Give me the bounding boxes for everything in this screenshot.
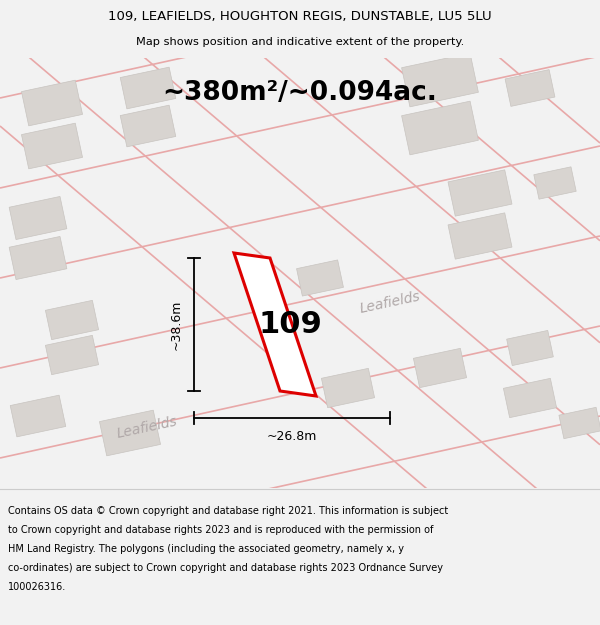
Text: Leafields: Leafields <box>358 290 421 316</box>
Polygon shape <box>448 213 512 259</box>
Text: to Crown copyright and database rights 2023 and is reproduced with the permissio: to Crown copyright and database rights 2… <box>8 525 433 535</box>
Text: HM Land Registry. The polygons (including the associated geometry, namely x, y: HM Land Registry. The polygons (includin… <box>8 544 404 554</box>
Polygon shape <box>413 348 467 388</box>
Polygon shape <box>559 408 600 439</box>
Polygon shape <box>534 167 576 199</box>
Polygon shape <box>448 170 512 216</box>
Polygon shape <box>22 123 83 169</box>
Polygon shape <box>401 53 478 107</box>
Polygon shape <box>505 69 555 106</box>
Text: ~26.8m: ~26.8m <box>267 429 317 442</box>
Text: ~38.6m: ~38.6m <box>170 299 182 350</box>
Text: Leafields: Leafields <box>115 415 178 441</box>
Text: Contains OS data © Crown copyright and database right 2021. This information is : Contains OS data © Crown copyright and d… <box>8 506 448 516</box>
Text: 109, LEAFIELDS, HOUGHTON REGIS, DUNSTABLE, LU5 5LU: 109, LEAFIELDS, HOUGHTON REGIS, DUNSTABL… <box>108 10 492 22</box>
Text: ~380m²/~0.094ac.: ~380m²/~0.094ac. <box>163 80 437 106</box>
Polygon shape <box>9 236 67 279</box>
Polygon shape <box>234 253 316 396</box>
Text: 109: 109 <box>258 310 322 339</box>
Text: co-ordinates) are subject to Crown copyright and database rights 2023 Ordnance S: co-ordinates) are subject to Crown copyr… <box>8 563 443 573</box>
Polygon shape <box>503 378 557 418</box>
Text: 100026316.: 100026316. <box>8 582 66 592</box>
Polygon shape <box>120 105 176 147</box>
Polygon shape <box>120 67 176 109</box>
Polygon shape <box>322 368 374 408</box>
Polygon shape <box>100 410 161 456</box>
Text: Map shows position and indicative extent of the property.: Map shows position and indicative extent… <box>136 37 464 47</box>
Polygon shape <box>401 101 478 155</box>
Polygon shape <box>296 260 343 296</box>
Polygon shape <box>46 301 98 339</box>
Polygon shape <box>46 336 98 374</box>
Polygon shape <box>10 395 66 437</box>
Polygon shape <box>506 331 553 366</box>
Polygon shape <box>22 80 83 126</box>
Polygon shape <box>9 196 67 239</box>
